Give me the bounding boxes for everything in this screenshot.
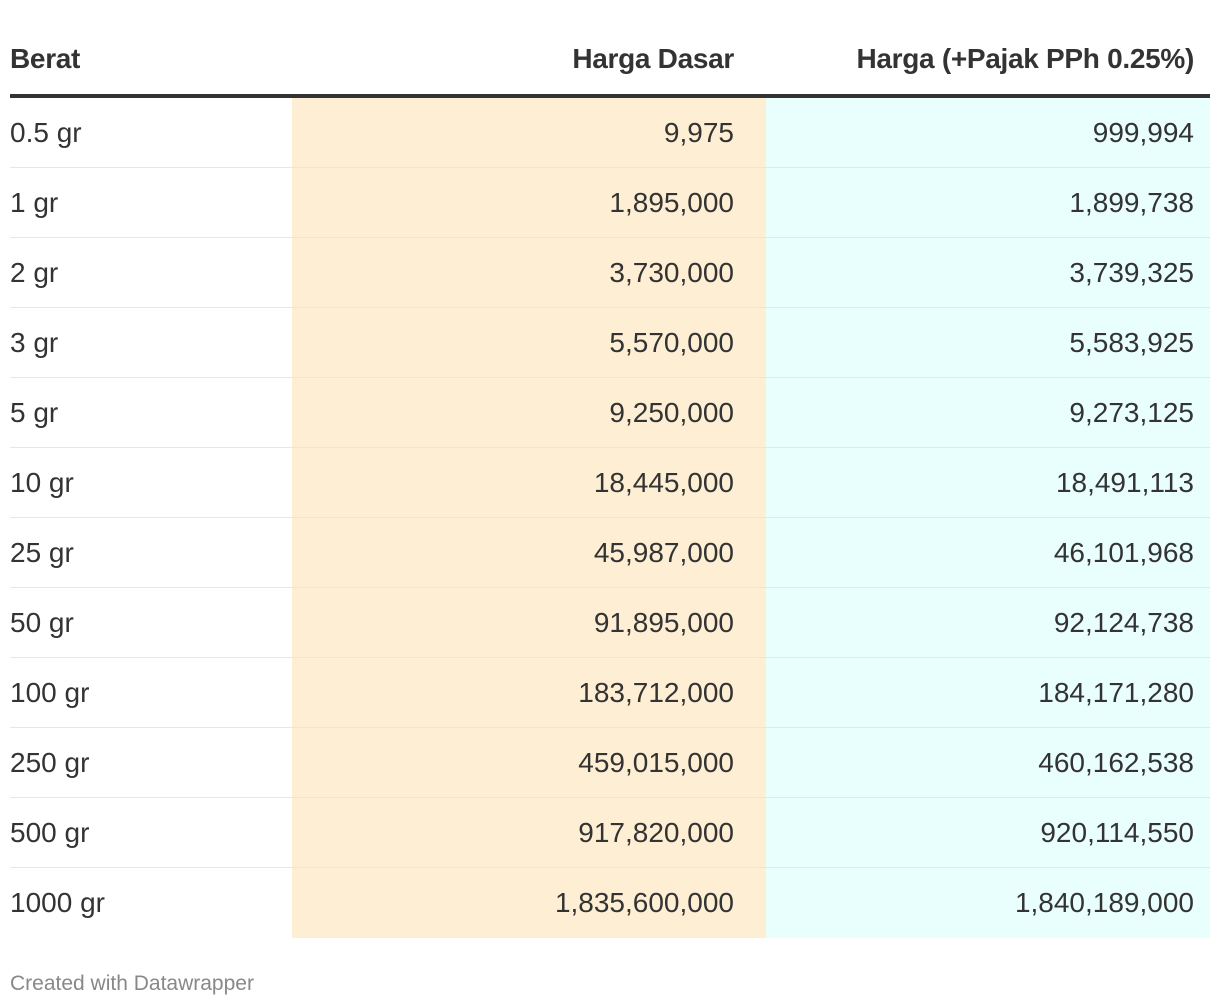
datawrapper-credit: Created with Datawrapper bbox=[10, 972, 254, 995]
cell-weight: 25 gr bbox=[10, 517, 292, 588]
table-row: 5 gr 9,250,000 9,273,125 bbox=[10, 377, 1210, 448]
price-table: Berat Harga Dasar Harga (+Pajak PPh 0.25… bbox=[10, 24, 1210, 938]
cell-weight: 2 gr bbox=[10, 237, 292, 308]
header-row: Berat Harga Dasar Harga (+Pajak PPh 0.25… bbox=[10, 24, 1210, 98]
table-row: 100 gr 183,712,000 184,171,280 bbox=[10, 657, 1210, 728]
cell-price-with-tax: 1,840,189,000 bbox=[766, 867, 1210, 938]
cell-weight: 250 gr bbox=[10, 727, 292, 798]
table-row: 10 gr 18,445,000 18,491,113 bbox=[10, 447, 1210, 518]
cell-weight: 500 gr bbox=[10, 797, 292, 868]
cell-weight: 100 gr bbox=[10, 657, 292, 728]
header-price-with-tax: Harga (+Pajak PPh 0.25%) bbox=[766, 24, 1210, 98]
cell-base-price: 183,712,000 bbox=[292, 657, 766, 728]
table-header: Berat Harga Dasar Harga (+Pajak PPh 0.25… bbox=[10, 24, 1210, 98]
cell-price-with-tax: 92,124,738 bbox=[766, 587, 1210, 658]
table-body: 0.5 gr 9,975 999,994 1 gr 1,895,000 1,899,738… bbox=[10, 96, 1210, 938]
cell-price-with-tax: 3,739,325 bbox=[766, 237, 1210, 308]
cell-price-with-tax: 18,491,113 bbox=[766, 447, 1210, 518]
cell-base-price: 5,570,000 bbox=[292, 307, 766, 378]
cell-price-with-tax: 184,171,280 bbox=[766, 657, 1210, 728]
header-base-price: Harga Dasar bbox=[292, 24, 766, 98]
table-row: 1000 gr 1,835,600,000 1,840,189,000 bbox=[10, 867, 1210, 938]
cell-base-price: 9,250,000 bbox=[292, 377, 766, 448]
cell-base-price: 1,835,600,000 bbox=[292, 867, 766, 938]
cell-weight: 1000 gr bbox=[10, 887, 105, 918]
cell-weight: 10 gr bbox=[10, 447, 292, 518]
cell-base-price: 3,730,000 bbox=[292, 237, 766, 308]
cell-base-price: 91,895,000 bbox=[292, 587, 766, 658]
table-row: 500 gr 917,820,000 920,114,550 bbox=[10, 797, 1210, 868]
cell-weight: 3 gr bbox=[10, 307, 292, 378]
price-table-container: Berat Harga Dasar Harga (+Pajak PPh 0.25… bbox=[10, 24, 1210, 938]
cell-price-with-tax: 999,994 bbox=[766, 96, 1210, 168]
cell-base-price: 1,895,000 bbox=[292, 167, 766, 238]
cell-price-with-tax: 46,101,968 bbox=[766, 517, 1210, 588]
table-row: 3 gr 5,570,000 5,583,925 bbox=[10, 307, 1210, 378]
table-row: 50 gr 91,895,000 92,124,738 bbox=[10, 587, 1210, 658]
cell-price-with-tax: 460,162,538 bbox=[766, 727, 1210, 798]
table-row: 250 gr 459,015,000 460,162,538 bbox=[10, 727, 1210, 798]
table-row: 25 gr 45,987,000 46,101,968 bbox=[10, 517, 1210, 588]
cell-base-price: 917,820,000 bbox=[292, 797, 766, 868]
cell-weight: 0.5 gr bbox=[10, 96, 292, 168]
cell-base-price: 18,445,000 bbox=[292, 447, 766, 518]
cell-weight: 1 gr bbox=[10, 167, 292, 238]
table-row: 1 gr 1,895,000 1,899,738 bbox=[10, 167, 1210, 238]
table-row: 2 gr 3,730,000 3,739,325 bbox=[10, 237, 1210, 308]
cell-base-price: 459,015,000 bbox=[292, 727, 766, 798]
cell-weight: 5 gr bbox=[10, 377, 292, 448]
table-row: 0.5 gr 9,975 999,994 bbox=[10, 96, 1210, 168]
cell-base-price: 9,975 bbox=[292, 96, 766, 168]
cell-price-with-tax: 920,114,550 bbox=[766, 797, 1210, 868]
cell-base-price: 45,987,000 bbox=[292, 517, 766, 588]
cell-price-with-tax: 5,583,925 bbox=[766, 307, 1210, 378]
cell-weight: 50 gr bbox=[10, 587, 292, 658]
header-weight: Berat bbox=[10, 24, 292, 98]
cell-price-with-tax: 9,273,125 bbox=[766, 377, 1210, 448]
cell-price-with-tax: 1,899,738 bbox=[766, 167, 1210, 238]
